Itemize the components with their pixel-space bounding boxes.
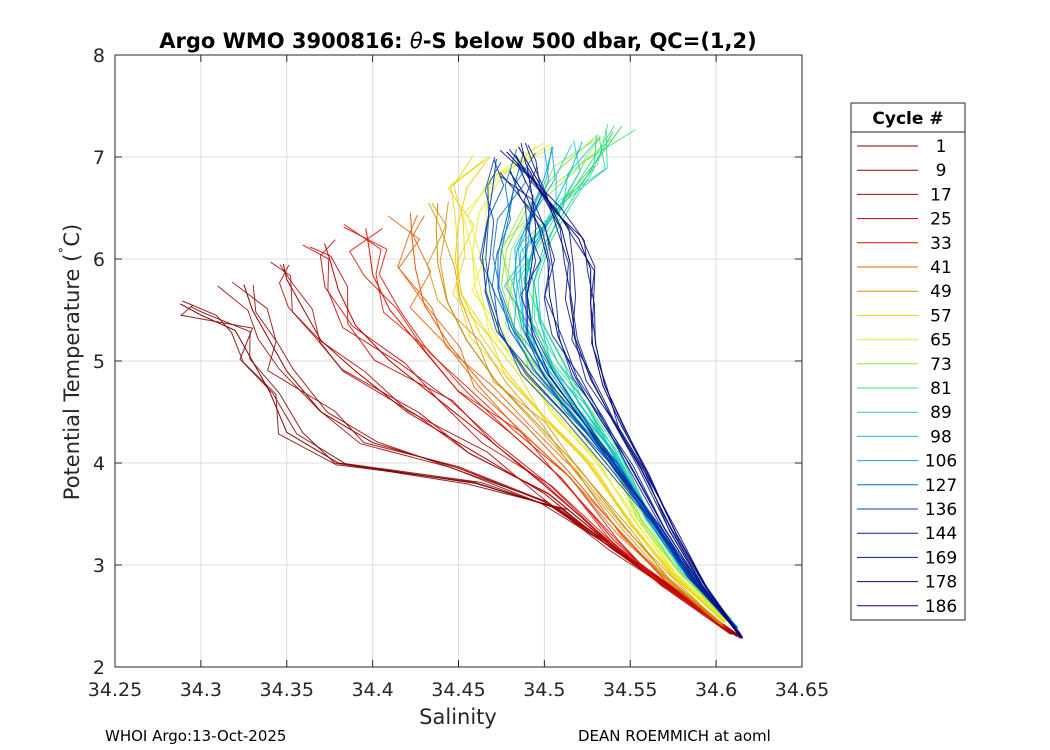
- x-tick-label: 34.55: [603, 679, 657, 701]
- series-line-cycle-41: [409, 213, 726, 627]
- series-line-cycle-186: [506, 151, 743, 638]
- series-lines: [179, 123, 744, 639]
- x-tick-label: 34.4: [351, 679, 393, 701]
- series-profile-variant: [231, 281, 738, 637]
- series-profile-variant: [452, 155, 725, 623]
- series-line-cycle-33: [365, 228, 727, 629]
- series-profile-variant: [388, 215, 723, 627]
- series-line-cycle-144: [526, 167, 739, 633]
- y-tick-label: 4: [93, 453, 105, 475]
- y-tick-label: 6: [93, 249, 105, 271]
- legend-label-57: 57: [930, 306, 952, 326]
- x-tick-label: 34.5: [523, 679, 565, 701]
- legend-label-9: 9: [936, 161, 947, 181]
- legend-label-106: 106: [925, 452, 957, 472]
- series-profile-variant: [525, 170, 740, 633]
- legend-title: Cycle #: [872, 109, 943, 129]
- series-profile-variant: [343, 226, 726, 629]
- series-profile-variant: [343, 223, 728, 629]
- series-line-cycle-178: [518, 146, 741, 637]
- series-profile-variant: [501, 138, 727, 621]
- y-tick-label: 2: [93, 657, 105, 679]
- legend-label-169: 169: [925, 548, 957, 568]
- y-tick-label: 7: [93, 147, 105, 169]
- y-tick-label: 8: [93, 45, 105, 67]
- legend-label-33: 33: [930, 234, 952, 254]
- x-tick-label: 34.65: [775, 679, 829, 701]
- series-profile-variant: [516, 163, 739, 633]
- legend-label-49: 49: [930, 282, 952, 302]
- series-line-cycle-169: [509, 172, 741, 635]
- y-axis-label-degree: ˚: [58, 247, 75, 254]
- x-axis-label: Salinity: [419, 705, 497, 729]
- x-tick-label: 34.6: [695, 679, 737, 701]
- footer-left: WHOI Argo:13-Oct-2025: [105, 727, 286, 745]
- legend-label-1: 1: [936, 137, 947, 157]
- x-tick-label: 34.45: [431, 679, 485, 701]
- legend-entries: 1 9 17 25 33 41 49 57 65 73 81 89 98 106 127 136 144 169 1…: [857, 137, 957, 617]
- series-profile-variant: [279, 264, 733, 635]
- legend-label-73: 73: [930, 355, 952, 375]
- chart-title-suffix: -S below 500 dbar, QC=(1,2): [423, 29, 757, 53]
- legend-label-25: 25: [930, 210, 952, 230]
- series-profile-variant: [409, 215, 724, 627]
- chart-title-prefix: Argo WMO 3900816:: [159, 29, 410, 53]
- legend-label-65: 65: [930, 331, 952, 351]
- series-profile-variant: [484, 157, 738, 631]
- series-line-cycle-57: [454, 156, 726, 623]
- legend-label-81: 81: [930, 379, 952, 399]
- series-profile-variant: [278, 264, 733, 635]
- series-profile-variant: [428, 202, 722, 625]
- y-tick-label: 5: [93, 351, 105, 373]
- x-tick-label: 34.25: [88, 679, 142, 701]
- footer-right: DEAN ROEMMICH at aoml: [578, 727, 771, 745]
- legend-label-98: 98: [930, 427, 952, 447]
- legend-label-136: 136: [925, 500, 957, 520]
- series-line-cycle-17: [282, 263, 734, 635]
- y-axis-label: Potential Temperature (˚C): [58, 224, 84, 500]
- series-profile-variant: [524, 142, 740, 637]
- series-line-cycle-49: [435, 202, 724, 625]
- chart-title: Argo WMO 3900816: θ-S below 500 dbar, QC…: [159, 29, 756, 53]
- y-axis-label-end: C): [60, 224, 84, 247]
- legend-label-89: 89: [930, 403, 952, 423]
- series-line-cycle-65: [471, 146, 727, 622]
- y-tick-label: 3: [93, 555, 105, 577]
- legend-label-178: 178: [925, 573, 957, 593]
- series-profile-variant: [515, 154, 742, 638]
- series-profile-variant: [426, 201, 722, 625]
- legend-label-41: 41: [930, 258, 952, 278]
- legend-label-127: 127: [925, 476, 957, 496]
- x-tick-label: 34.3: [180, 679, 222, 701]
- legend-label-17: 17: [930, 185, 952, 205]
- legend-label-186: 186: [925, 597, 957, 617]
- axis-ticks: 34.25 34.3 34.35 34.4 34.45 34.5 34.55 34.6 34.6…: [88, 45, 829, 701]
- x-tick-label: 34.35: [260, 679, 314, 701]
- legend-label-144: 144: [925, 524, 957, 544]
- legend: Cycle # 1 9 17 25 33 41 49 57 65 73 81 89 98 106 127 13…: [850, 102, 966, 621]
- legend-box: [850, 102, 966, 621]
- y-axis-label-main: Potential Temperature (: [60, 254, 84, 501]
- chart-title-theta: θ: [410, 29, 423, 53]
